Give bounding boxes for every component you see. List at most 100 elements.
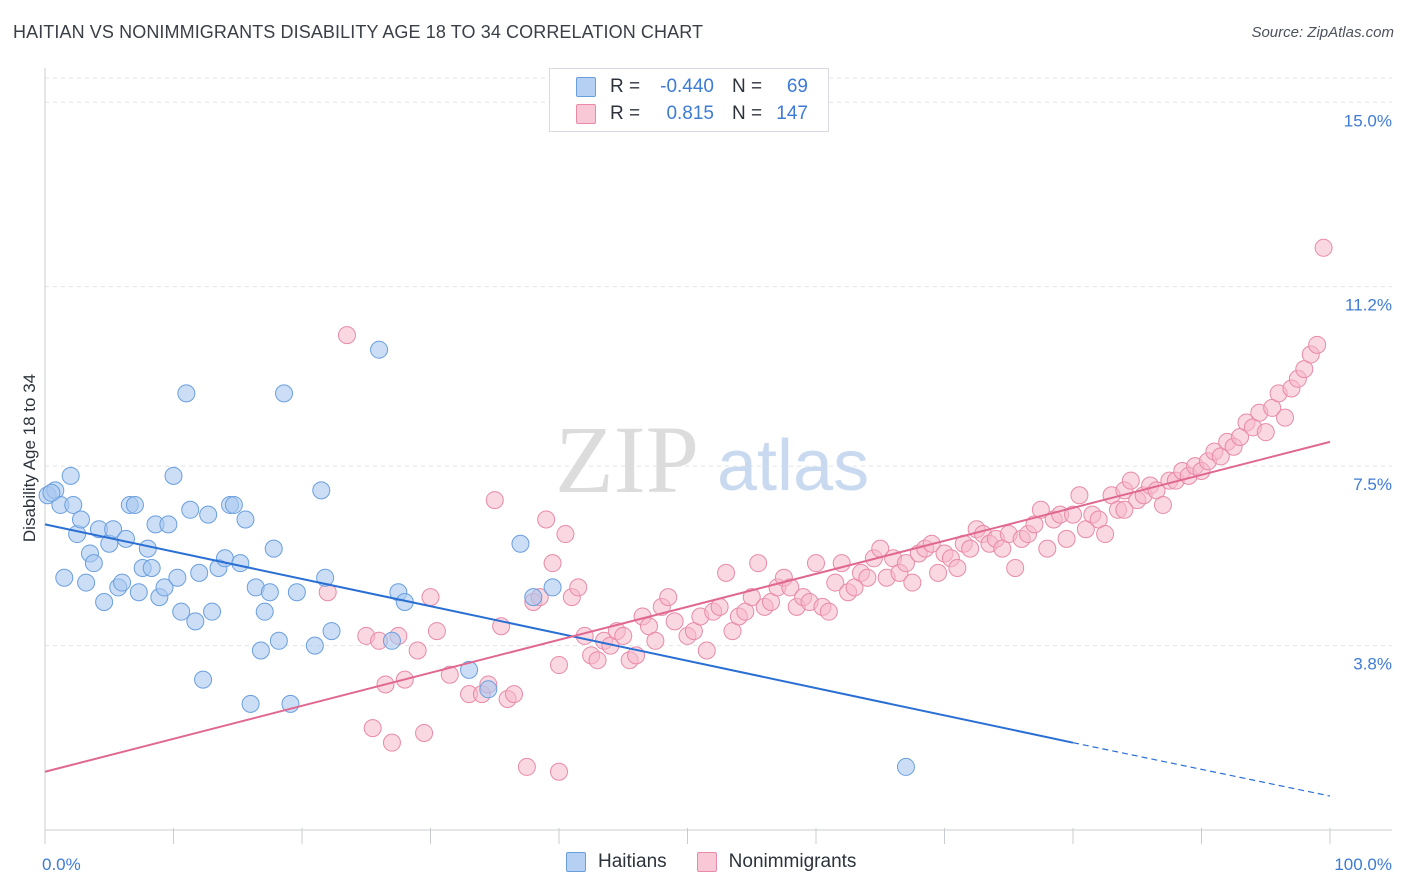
haitians-point [543,578,562,597]
haitians-point [236,510,255,529]
nonimmigrants-point [819,602,838,621]
haitians-point [511,534,530,553]
nonimmigrants-points [318,238,1333,781]
legend-row-nonimmigrants: R = 0.815 N = 147 [576,102,808,126]
nonimmigrants-point [807,554,825,573]
tick-labels: 3.8% 7.5% 11.2% 15.0% 0.0% 100.0% [42,111,1392,874]
x-tick-label: 100.0% [1334,855,1392,874]
nonimmigrants-point [929,563,948,582]
nonimmigrants-point [1115,500,1134,519]
nonimmigrants-legend-swatch [696,852,717,872]
haitians-point [42,483,61,502]
legend-item-haitians[interactable]: Haitians [566,851,667,873]
haitians-point [203,602,222,621]
nonimmigrants-legend-label: Nonimmigrants [728,851,857,872]
haitians-point [260,583,279,602]
chart-title: HAITIAN VS NONIMMIGRANTS DISABILITY AGE … [13,22,704,42]
n-label: N = [732,103,763,124]
haitians-point [241,694,260,713]
haitians-point [172,602,191,621]
haitians-point [275,384,294,403]
haitians-trend-extension [1072,742,1331,797]
haitians-points [38,340,915,776]
haitians-point [460,660,479,679]
nonimmigrants-point [421,588,440,607]
haitians-point [138,539,157,558]
haitians-point [305,636,324,655]
haitians-point [524,588,543,607]
haitians-point [61,466,80,485]
source-label: Source: ZipAtlas.com [1251,24,1394,41]
nonimmigrants-point [408,641,427,660]
nonimmigrants-point [961,539,980,558]
nonimmigrants-point [659,588,678,607]
nonimmigrants-point [826,573,845,592]
nonimmigrants-point [1057,529,1076,548]
nonimmigrants-point [1070,486,1089,505]
legend-row-haitians: R = -0.440 N = 69 [576,75,808,99]
haitians-point [95,592,114,611]
haitians-point [113,573,132,592]
nonimmigrants-point [537,510,556,529]
nonimmigrants-point [903,573,922,592]
nonimmigrants-point [665,612,684,631]
nonimmigrants-point [440,665,459,684]
haitians-point [84,554,103,573]
haitians-point [287,583,306,602]
x-tick-label: 0.0% [42,855,81,874]
haitians-point [116,529,135,548]
nonimmigrants-point [485,491,504,510]
legend-item-nonimmigrants[interactable]: Nonimmigrants [696,851,857,873]
haitians-point [269,631,288,650]
nonimmigrants-point [1096,525,1115,544]
haitians-point [251,641,270,660]
nonimmigrants-point [1064,505,1082,524]
haitians-point [129,583,148,602]
haitians-point [55,568,74,587]
nonimmigrants-point [1121,471,1140,490]
nonimmigrants-point [717,563,736,582]
nonimmigrants-point [742,588,761,607]
haitians-swatch [576,77,596,97]
y-axis-label: Disability Age 18 to 34 [20,374,39,542]
haitians-point [159,515,178,534]
haitians-point [190,563,209,582]
nonimmigrants-point [896,554,915,573]
nonimmigrants-point [550,762,568,781]
nonimmigrants-point [382,733,401,752]
haitians-point [479,680,498,699]
nonimmigrants-trend-line [44,440,1331,773]
nonimmigrants-point [1006,559,1025,578]
nonimmigrants-point [363,719,382,738]
axes [44,68,1392,844]
y-tick-label: 3.8% [1353,655,1392,674]
nonimmigrants-point [543,554,562,573]
haitians-point [224,495,243,514]
haitians-point [199,505,218,524]
n-value: 147 [776,103,808,124]
haitians-point [264,539,283,558]
nonimmigrants-point [614,626,633,645]
haitians-legend-swatch [566,852,586,872]
nonimmigrants-point [427,622,446,641]
y-tick-label: 15.0% [1344,111,1392,130]
nonimmigrants-point [1038,539,1057,558]
haitians-point [255,602,274,621]
r-value: 0.815 [666,103,714,124]
nonimmigrants-point [749,554,768,573]
y-tick-label: 7.5% [1353,475,1392,494]
nonimmigrants-point [948,559,967,578]
correlation-legend: R = -0.440 N = 69 R = 0.815 N = 147 [549,68,829,132]
trend-lines [44,440,1331,797]
haitians-point [64,495,83,514]
haitians-point [125,495,144,514]
haitians-trend-line [44,523,1074,744]
r-label: R = [610,103,641,124]
haitians-point [231,554,250,573]
nonimmigrants-point [697,641,716,660]
nonimmigrants-point [646,631,665,650]
haitians-legend-label: Haitians [598,851,667,872]
nonimmigrants-point [575,626,594,645]
haitians-point [142,559,161,578]
haitians-point [77,573,96,592]
